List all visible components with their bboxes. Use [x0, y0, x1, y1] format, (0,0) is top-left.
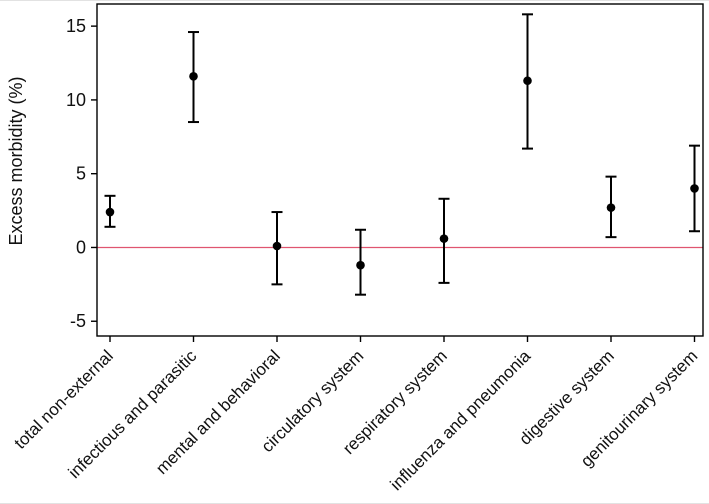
- plot-frame-layer: [96, 3, 704, 337]
- error-bar-group: [104, 194, 116, 228]
- error-bar-group: [355, 228, 366, 296]
- point-marker: [105, 207, 115, 217]
- point-marker: [189, 72, 198, 81]
- error-bar-group: [438, 197, 450, 284]
- error-bar-group: [605, 175, 617, 239]
- y-tick-label: 10: [66, 90, 86, 110]
- y-tick-label: 5: [76, 164, 86, 184]
- data-series-layer: [104, 13, 700, 296]
- point-marker: [356, 260, 365, 270]
- point-marker: [606, 203, 616, 212]
- x-category-label: influenza and pneumonia: [387, 346, 535, 494]
- error-bar-group: [271, 211, 283, 286]
- point-marker: [272, 241, 282, 251]
- y-axis-layer: 15 10 5 0 -5: [66, 16, 97, 331]
- point-marker: [523, 76, 532, 86]
- y-tick-label: 15: [66, 16, 86, 36]
- plot-frame: [96, 3, 704, 337]
- error-bar-group: [689, 144, 700, 233]
- y-axis-title: Excess morbidity (%): [6, 76, 26, 245]
- y-tick-label: -5: [70, 311, 86, 331]
- error-bar-group: [522, 13, 533, 150]
- point-marker: [690, 184, 699, 193]
- error-bar-group: [188, 31, 199, 124]
- y-tick-label: 0: [76, 237, 86, 257]
- point-marker: [439, 234, 449, 243]
